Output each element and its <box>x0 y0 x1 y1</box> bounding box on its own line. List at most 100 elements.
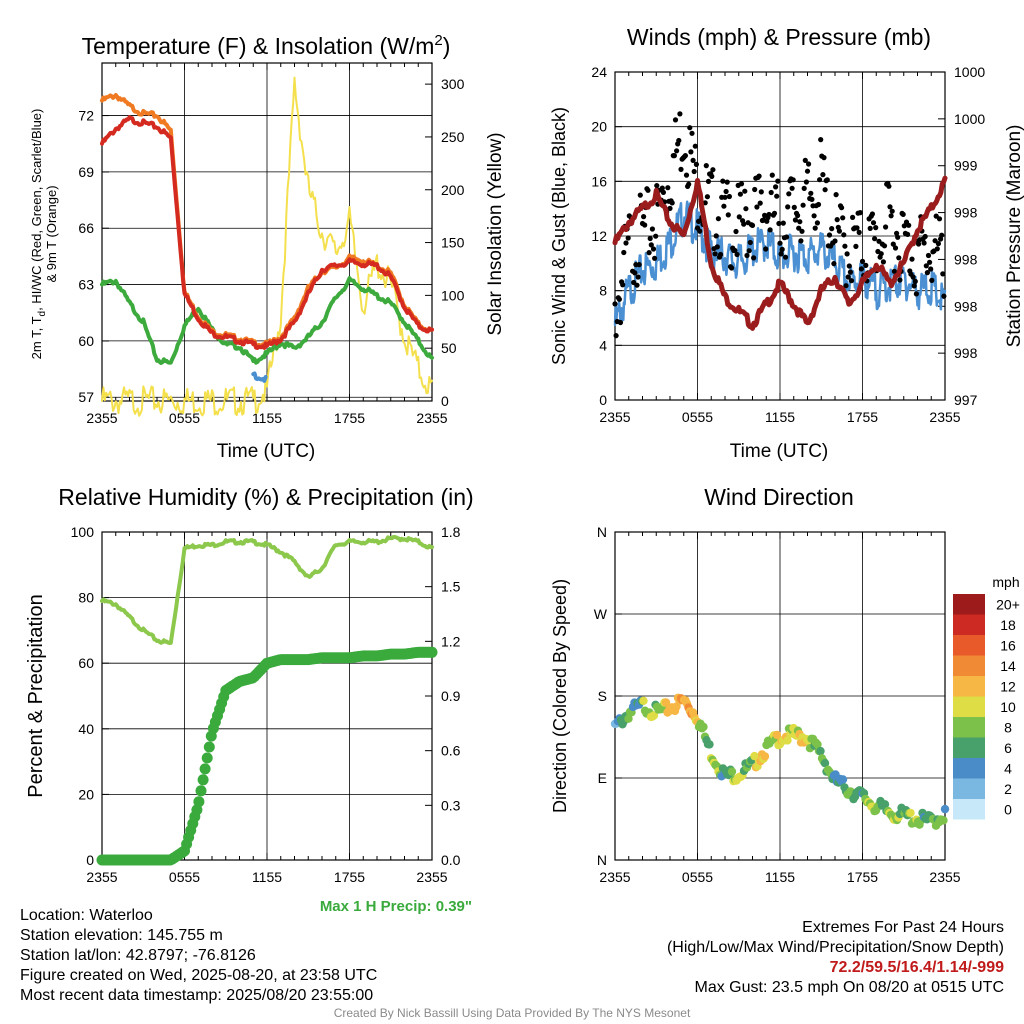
gust-point <box>775 178 781 184</box>
gust-point <box>817 177 823 183</box>
direction-xtick-label: 2355 <box>929 869 960 885</box>
gust-point <box>778 251 784 257</box>
gust-point <box>769 172 775 178</box>
gust-point <box>833 192 839 198</box>
gust-point <box>869 211 876 217</box>
colorbar-swatch <box>953 614 985 635</box>
gust-point <box>637 192 643 198</box>
temperature-ytick-label: 57 <box>78 389 94 405</box>
direction-point <box>880 800 890 809</box>
speed-colorbar: 0 2 4 6 8 10 12 14 16 18 20+ <box>953 594 1020 820</box>
gust-point <box>927 259 933 265</box>
colorbar-label: 8 <box>1004 719 1012 735</box>
gust-point <box>821 155 827 161</box>
gust-point <box>895 234 901 240</box>
gust-point <box>858 266 865 272</box>
humidity-xtick-label: 2355 <box>416 869 447 885</box>
gust-point <box>756 173 762 179</box>
winds-ytick-label: 20 <box>591 119 607 135</box>
gust-point <box>741 221 747 227</box>
gust-point <box>646 250 652 256</box>
gust-point <box>704 194 711 200</box>
gust-point <box>924 270 931 276</box>
colorbar-swatch <box>953 676 985 697</box>
gust-point <box>683 172 690 178</box>
gust-point <box>653 233 659 239</box>
gust-point <box>856 229 862 235</box>
gust-point <box>941 293 947 299</box>
gust-point <box>751 255 757 261</box>
colorbar-swatch <box>953 758 985 779</box>
temperature-xlabel: Time (UTC) <box>217 441 316 462</box>
pressure-ytick-label: 998 <box>954 345 978 361</box>
direction-point <box>624 714 633 723</box>
gust-point <box>846 263 852 269</box>
direction-ytick-label: N <box>597 852 607 868</box>
gust-point <box>891 268 898 274</box>
gust-point <box>890 241 896 247</box>
temperature-ytick-label: 60 <box>78 333 94 349</box>
gust-point <box>940 271 946 277</box>
gust-point <box>669 200 675 206</box>
gust-point <box>826 232 833 238</box>
gust-point <box>773 184 779 190</box>
gust-point <box>803 179 810 185</box>
gust-point <box>880 259 887 265</box>
gust-point <box>721 203 727 209</box>
precip-point <box>195 785 207 797</box>
gust-point <box>840 215 846 221</box>
gust-point <box>677 111 683 117</box>
direction-ytick-label: W <box>594 606 608 622</box>
gust-point <box>613 333 619 339</box>
gust-point <box>650 246 657 252</box>
gust-point <box>847 269 854 275</box>
colorbar-swatch <box>953 594 985 615</box>
humidity-ytick-label: 80 <box>78 590 94 606</box>
gust-point <box>649 226 656 232</box>
gust-point <box>690 157 696 163</box>
gust-point <box>897 277 903 283</box>
direction-title: Wind Direction <box>704 484 854 510</box>
gust-point <box>916 241 922 247</box>
gust-point <box>635 274 641 280</box>
precip-point <box>426 646 438 658</box>
gust-point <box>824 177 830 183</box>
gust-point <box>718 251 724 258</box>
colorbar-label: 2 <box>1004 781 1012 797</box>
gust-point <box>921 240 927 246</box>
humidity-xtick-label: 2355 <box>86 869 117 885</box>
gust-point <box>665 185 671 191</box>
station-elevation: Station elevation: 145.755 m <box>20 927 223 944</box>
gust-point <box>887 204 893 210</box>
gust-point <box>687 125 693 131</box>
gust-point <box>736 214 742 220</box>
temperature-ytick-label: 63 <box>78 277 94 293</box>
colorbar-swatch <box>953 655 985 676</box>
gust-point <box>743 206 749 212</box>
gust-point <box>892 245 899 251</box>
pressure-line <box>612 175 948 331</box>
gust-point <box>746 248 752 254</box>
gust-point <box>676 137 682 144</box>
gust-point <box>733 228 739 235</box>
gust-point <box>831 261 837 267</box>
gust-point <box>925 252 932 259</box>
gust-point <box>939 232 945 238</box>
credit-line: Created By Nick Bassill Using Data Provi… <box>333 1006 691 1020</box>
gust-point <box>757 200 763 206</box>
gust-point <box>889 208 895 214</box>
gust-point <box>812 225 818 231</box>
gust-point <box>804 168 811 174</box>
direction-xtick-label: 1155 <box>765 869 795 885</box>
gust-point <box>786 191 792 197</box>
gust-point <box>692 143 698 149</box>
insolation-ytick-label: 250 <box>441 129 465 145</box>
colorbar-label: 18 <box>1000 617 1016 633</box>
gust-point <box>905 231 911 237</box>
winds-xtick-label: 2355 <box>599 409 630 425</box>
gust-point <box>738 181 745 187</box>
gust-point <box>645 187 651 193</box>
direction-ytick-label: N <box>597 524 607 540</box>
precip-ytick-label: 0.9 <box>441 688 461 704</box>
